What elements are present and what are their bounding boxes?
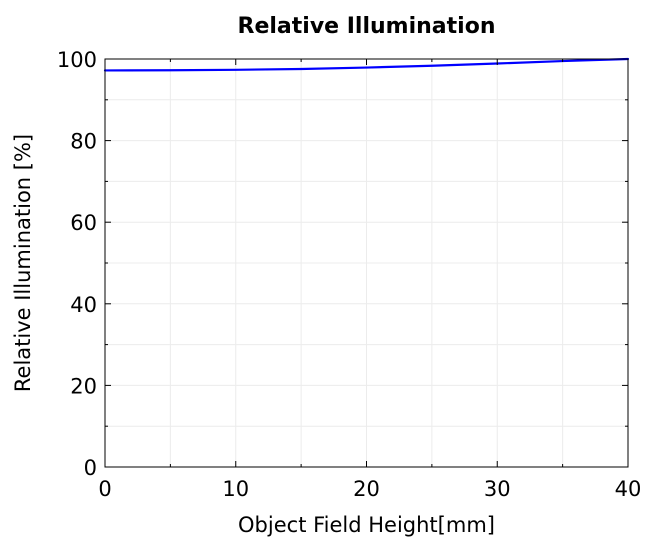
x-tick-label: 10 [222, 477, 249, 501]
y-tick-label: 0 [84, 456, 97, 480]
series-layer [103, 57, 630, 72]
y-tick-label: 40 [70, 293, 97, 317]
x-tick-label: 0 [98, 477, 111, 501]
y-tick-label: 80 [70, 130, 97, 154]
ticks: 0 10 20 30 40 0 20 40 60 80 100 [57, 48, 641, 501]
y-axis-label: Relative Illumination [%] [11, 134, 35, 392]
x-tick-label: 40 [615, 477, 642, 501]
chart-title: Relative Illumination [238, 14, 496, 39]
series-line-0 [103, 57, 630, 72]
y-tick-label: 60 [70, 211, 97, 235]
x-tick-label: 20 [353, 477, 380, 501]
x-tick-label: 30 [484, 477, 511, 501]
y-tick-label: 100 [57, 48, 97, 72]
x-axis-label: Object Field Height[mm] [238, 513, 495, 537]
y-tick-label: 20 [70, 374, 97, 398]
grid [105, 59, 628, 467]
